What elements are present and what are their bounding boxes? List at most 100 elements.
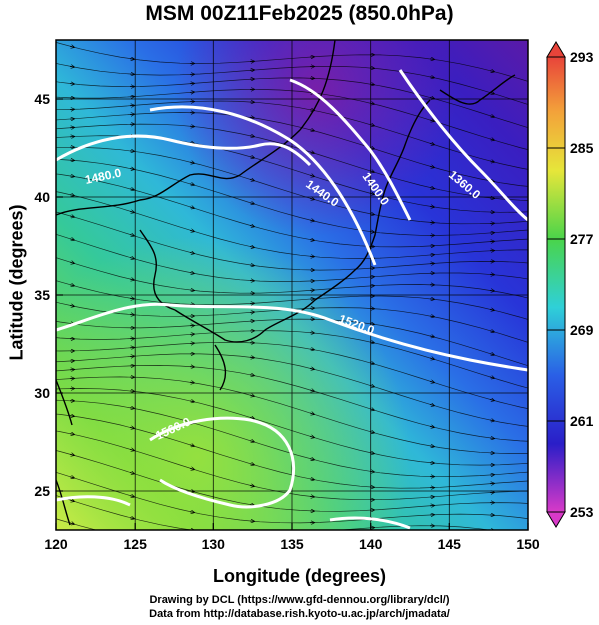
wind-arrow (129, 279, 134, 280)
wind-arrow (249, 203, 254, 204)
streamline (56, 472, 528, 524)
wind-arrow (489, 290, 494, 291)
wind-arrow (429, 143, 434, 144)
axis-ticks (55, 98, 529, 530)
wind-arrow (309, 198, 314, 199)
streamline (56, 450, 528, 512)
streamline (56, 159, 528, 236)
wind-arrow (429, 446, 434, 447)
wind-arrow (489, 139, 494, 140)
wind-arrow (69, 176, 74, 177)
wind-arrow (129, 427, 134, 428)
streamline (56, 318, 528, 367)
x-tick-label: 130 (202, 536, 226, 552)
wind-arrow (69, 239, 74, 240)
wind-arrow (129, 408, 134, 409)
colorbar-tick-label: 285 (570, 140, 594, 156)
y-tick-label: 35 (34, 287, 50, 303)
streamline (56, 365, 528, 442)
streamline (56, 330, 528, 389)
wind-arrow (429, 166, 434, 167)
wind-arrow (69, 416, 74, 417)
wind-arrow (129, 235, 134, 236)
streamline (56, 353, 528, 427)
wind-arrow (69, 500, 74, 501)
wind-arrow (189, 207, 194, 208)
wind-arrow (489, 161, 494, 162)
wind-arrow (429, 120, 434, 121)
streamline (56, 388, 528, 466)
wind-arrow (370, 564, 374, 565)
wind-arrow (69, 285, 74, 286)
wind-arrow (489, 116, 494, 117)
wind-arrow (249, 179, 254, 180)
streamline (56, 430, 528, 501)
streamline (56, 146, 528, 225)
wind-arrow (249, 375, 254, 376)
streamline (56, 413, 528, 489)
wind-arrow (309, 152, 314, 153)
streamline (56, 234, 528, 282)
wind-arrow (249, 464, 254, 465)
wind-arrow (249, 265, 254, 266)
y-tick-label: 30 (34, 385, 50, 401)
streamline (56, 63, 528, 105)
wind-arrow (429, 188, 434, 189)
wind-streamlines (56, 41, 528, 565)
streamline (56, 173, 528, 248)
wind-arrow (429, 59, 434, 60)
wind-arrow (189, 512, 194, 513)
wind-arrow (309, 390, 314, 391)
wind-arrow (69, 46, 74, 47)
wind-arrow (489, 71, 494, 72)
colorbar-tick-label: 261 (570, 413, 594, 429)
wind-arrow (309, 368, 314, 369)
wind-arrow (489, 399, 494, 400)
wind-arrow (249, 247, 254, 248)
wind-arrow (249, 117, 254, 118)
wind-arrow (129, 151, 134, 152)
wind-arrow (309, 459, 314, 460)
colorbar-tick-label: 293 (570, 49, 594, 65)
wind-arrow (309, 130, 314, 131)
y-tick-label: 25 (34, 483, 50, 499)
wind-arrow (189, 162, 194, 163)
y-axis-label: Latitude (degrees) (6, 204, 27, 361)
wind-arrow (129, 258, 134, 259)
streamline (56, 495, 492, 530)
wind-arrow (309, 175, 314, 176)
streamline (56, 41, 528, 82)
wind-arrow (429, 426, 434, 427)
wind-arrow (189, 468, 194, 469)
wind-arrow (70, 544, 74, 545)
wind-arrow (249, 225, 254, 226)
x-tick-label: 120 (44, 536, 68, 552)
lat-lon-grid (56, 40, 528, 530)
streamline (56, 341, 528, 409)
wind-arrow (189, 273, 194, 274)
wind-arrow (69, 305, 74, 306)
streamline (56, 112, 528, 187)
streamline (56, 123, 528, 201)
wind-arrow (189, 401, 194, 402)
colorbar (546, 41, 566, 528)
map-title: MSM 00Z11Feb2025 (850.0hPa) (145, 2, 454, 25)
wind-arrow (429, 381, 434, 382)
credit-data: Data from http://database.rish.kyoto-u.a… (149, 608, 450, 620)
wind-arrow (429, 336, 434, 337)
wind-arrow (69, 216, 74, 217)
wind-arrow (309, 436, 314, 437)
wind-arrow (489, 377, 494, 378)
x-tick-label: 150 (516, 536, 540, 552)
streamline (56, 280, 528, 320)
wind-arrow (129, 472, 134, 473)
wind-arrow (69, 434, 74, 435)
wind-arrow (69, 262, 74, 263)
wind-arrow (430, 555, 434, 556)
streamline (56, 100, 528, 170)
wind-arrow (489, 420, 494, 421)
wind-arrow (189, 252, 194, 253)
y-tick-label: 40 (34, 189, 50, 205)
wind-arrow (429, 77, 434, 78)
wind-arrow (249, 441, 254, 442)
